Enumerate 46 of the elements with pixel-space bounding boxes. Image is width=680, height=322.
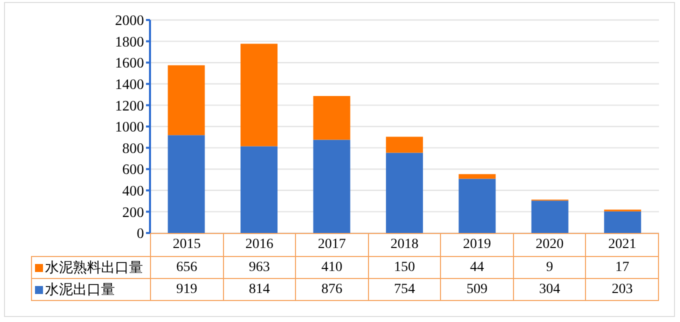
x-tick-label: 2016 [223,234,296,256]
y-tick-label: 1800 [115,34,144,50]
y-tick-label: 1400 [115,77,144,94]
bar [386,152,423,233]
bar [604,211,642,233]
bar [531,200,568,233]
bar [386,136,423,153]
y-tick-label: 400 [122,184,144,200]
data-label: 410 [296,256,368,278]
data-label: 876 [296,278,368,300]
legend-label: 水泥出口量 [45,282,115,298]
y-tick-label: 0 [136,226,144,242]
x-tick-label: 2017 [296,234,368,256]
bar [313,140,350,233]
bar [458,178,496,233]
data-label: 203 [586,278,658,300]
y-tick-label: 800 [122,140,144,157]
data-label: 509 [440,278,514,300]
x-tick-label: 2021 [586,234,658,256]
y-tick-label: 600 [122,162,144,178]
bar [240,146,278,233]
x-tick-label: 2015 [150,234,224,256]
data-label: 304 [513,278,586,300]
x-tick-label: 2019 [440,234,514,256]
y-tick-label: 1600 [115,56,144,72]
data-label: 656 [150,256,224,278]
data-label: 814 [223,278,296,300]
data-label: 963 [223,256,296,278]
data-label: 150 [368,256,441,278]
bar [168,135,205,233]
y-tick-label: 1200 [115,98,144,114]
bar [240,44,278,146]
bar [313,96,350,140]
data-label: 919 [150,278,224,300]
y-tick-label: 1000 [115,120,144,136]
legend-label: 水泥熟料出口量 [45,260,143,276]
x-tick-label: 2020 [513,234,586,256]
bar [458,174,496,179]
data-label: 17 [586,256,658,278]
data-label: 754 [368,278,441,300]
y-tick-label: 2000 [115,13,144,30]
data-label: 44 [440,256,514,278]
y-tick-label: 200 [122,204,144,221]
x-tick-label: 2018 [368,234,441,256]
data-label: 9 [513,256,586,278]
bar [168,65,205,136]
